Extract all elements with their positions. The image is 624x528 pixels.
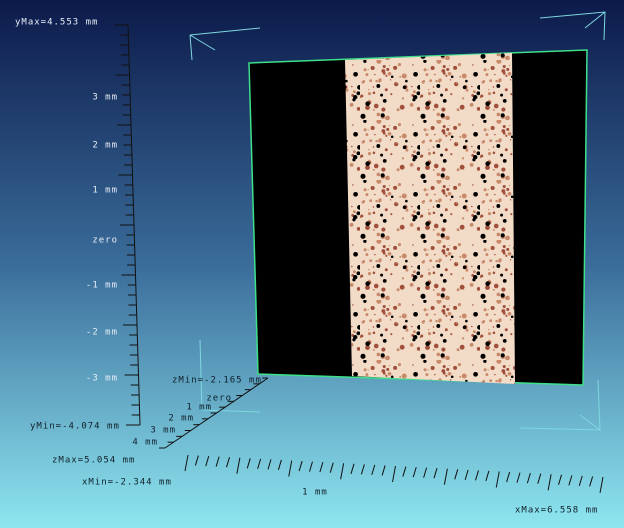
y-tick-label: -2 mm	[86, 328, 118, 338]
x-tick-label: 1 mm	[302, 488, 328, 498]
z-tick-label: 4 mm	[132, 438, 158, 448]
y-tick-label: -1 mm	[86, 281, 118, 291]
y-tick-label: zero	[92, 236, 118, 246]
z-min-label: zMin=-2.165 mm	[172, 376, 262, 386]
z-max-label: zMax=5.054 mm	[52, 456, 135, 466]
x-max-label: xMax=6.558 mm	[515, 506, 598, 516]
y-max-label: yMax=4.553 mm	[15, 18, 98, 28]
z-tick-label: 1 mm	[186, 403, 212, 413]
y-tick-label: 3 mm	[92, 93, 118, 103]
x-min-label: xMin=-2.344 mm	[82, 478, 172, 488]
z-tick-label: 3 mm	[150, 426, 176, 436]
sample-core	[345, 53, 515, 384]
z-tick-label: 2 mm	[168, 414, 194, 424]
y-tick-label: 2 mm	[92, 141, 118, 151]
y-tick-label: -3 mm	[86, 374, 118, 384]
viewport: yMax=4.553 mm yMin=-4.074 mm zMin=-2.165…	[0, 0, 624, 528]
y-min-label: yMin=-4.074 mm	[30, 422, 120, 432]
y-tick-label: 1 mm	[92, 186, 118, 196]
